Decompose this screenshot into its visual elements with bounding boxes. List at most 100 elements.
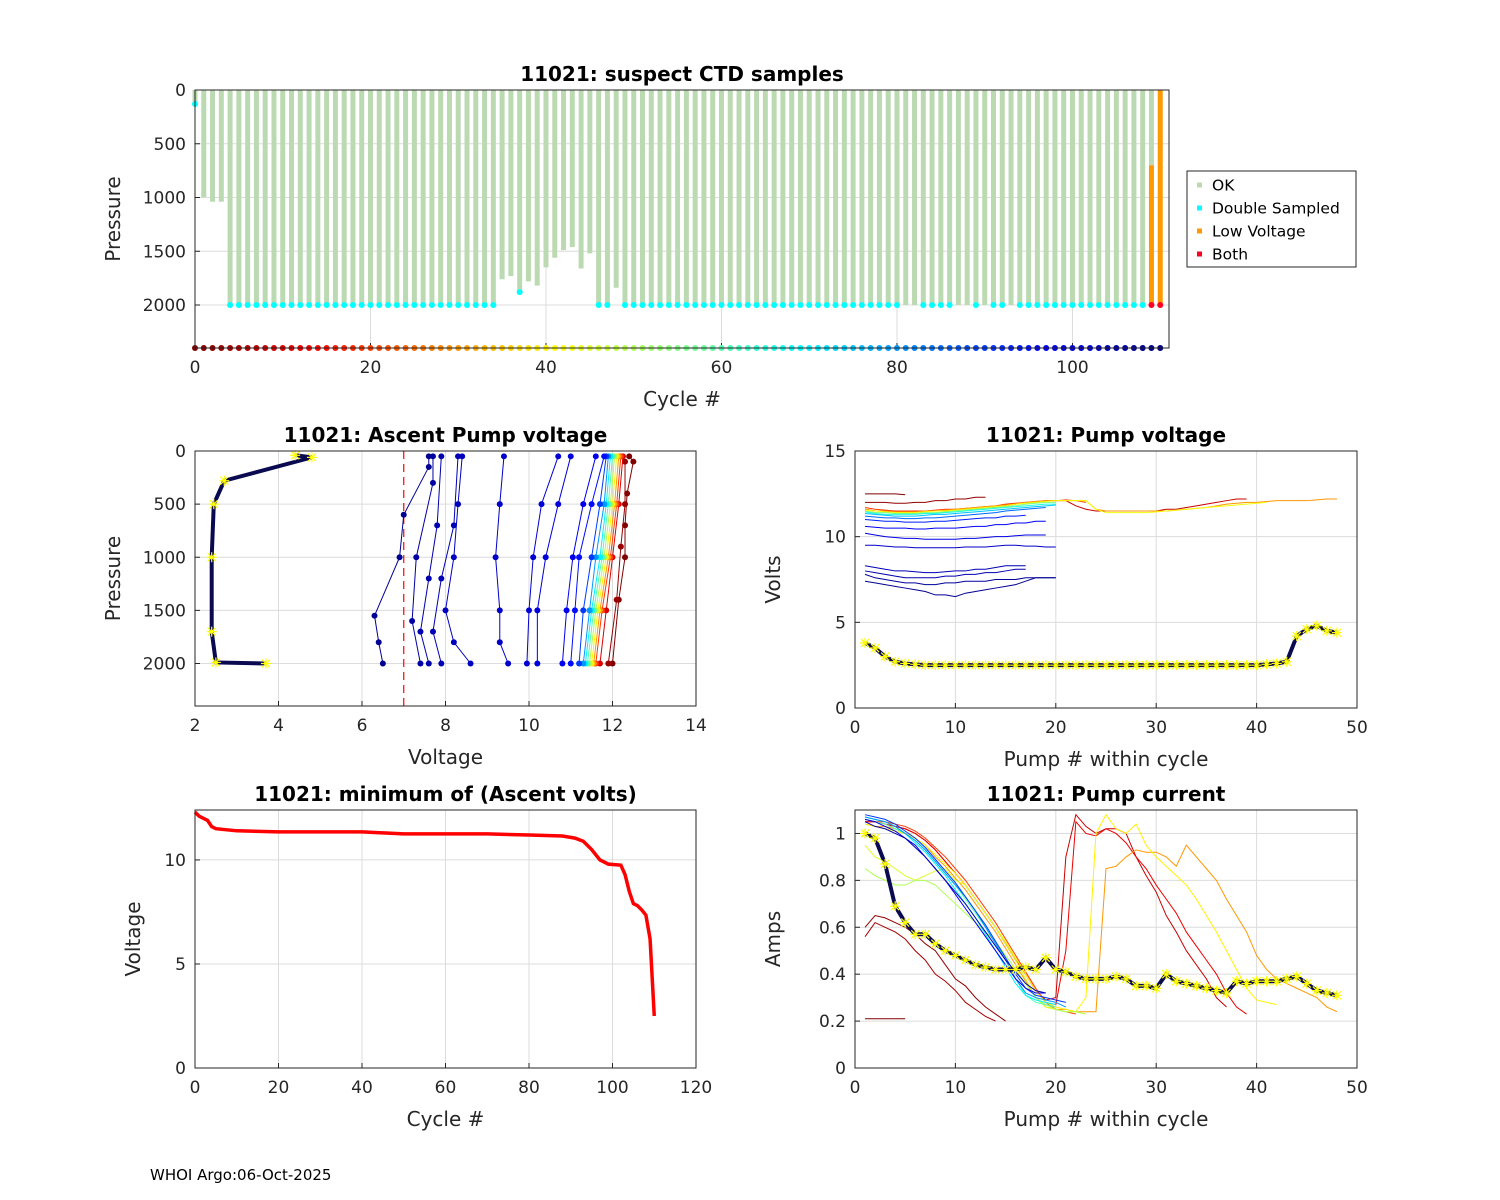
profile-point [425, 463, 432, 470]
double-sampled-dot [683, 302, 690, 308]
marks [192, 90, 1164, 351]
chart-title: 11021: Pump voltage [986, 423, 1226, 447]
profile-point [375, 639, 382, 646]
legend: OK Double Sampled Low Voltage Both [1186, 170, 1357, 268]
chart-ascent: 2 4 6 8 10 12 14 0 500 1000 1500 2000 11021: Ascent … [101, 423, 707, 769]
profile-point [580, 501, 587, 508]
marks [206, 450, 637, 706]
x-tick-label: 60 [435, 1078, 457, 1098]
double-sampled-dot [771, 302, 778, 308]
double-sampled-dot [297, 302, 304, 308]
profile-point [523, 660, 530, 667]
star-marker [1201, 983, 1212, 994]
double-sampled-dot [227, 302, 234, 308]
series-line [865, 493, 906, 496]
y-tick-label: 1500 [143, 601, 186, 621]
star-marker [1050, 964, 1061, 975]
x-tick-label: 40 [1246, 718, 1268, 738]
profile-point [396, 554, 403, 561]
star-marker [930, 660, 941, 671]
double-sampled-dot [850, 302, 857, 308]
star-marker [1010, 964, 1021, 975]
x-tick-label: 6 [357, 716, 368, 736]
x-tick-label: 80 [518, 1078, 540, 1098]
y-tick-label: 500 [154, 135, 186, 155]
profile-point [576, 554, 583, 561]
x-tick-label: 10 [945, 718, 967, 738]
double-sampled-dot [358, 302, 365, 308]
profile-point [429, 453, 436, 460]
x-tick-label: 10 [518, 716, 540, 736]
double-sampled-dot [235, 302, 242, 308]
profile-point [542, 554, 549, 561]
profile-point [438, 660, 445, 667]
profile-point [409, 618, 416, 624]
double-sampled-dot [1104, 302, 1111, 308]
double-sampled-dot [1122, 302, 1129, 308]
x-tick-label: 0 [190, 1078, 201, 1098]
profile-point [555, 501, 562, 508]
double-sampled-dot [472, 302, 479, 308]
star-marker [870, 643, 881, 654]
profile-point [438, 453, 445, 460]
star-marker [208, 499, 219, 510]
x-tick-label: 4 [273, 716, 284, 736]
double-sampled-dot [402, 302, 409, 308]
double-sampled-dot [1078, 302, 1085, 308]
double-sampled-dot [753, 302, 760, 308]
double-sampled-dot [990, 302, 997, 308]
double-sampled-dot [1113, 302, 1120, 308]
star-marker [950, 950, 961, 961]
profile-point [592, 554, 599, 561]
double-sampled-dot [367, 302, 374, 308]
series-line [864, 814, 1066, 1003]
double-sampled-dot [815, 302, 822, 308]
profile-point [467, 660, 474, 667]
star-marker [970, 660, 981, 671]
double-sampled-dot [385, 302, 392, 308]
profile-point [596, 554, 603, 561]
double-sampled-dot [1095, 302, 1102, 308]
x-tick-label: 50 [1346, 718, 1368, 738]
double-sampled-dot [692, 302, 699, 308]
x-axis-label: Voltage [408, 745, 483, 769]
y-tick-label: 500 [154, 495, 186, 515]
double-sampled-dot [1069, 302, 1076, 308]
x-tick-label: 50 [1346, 1078, 1368, 1098]
star-marker [1171, 660, 1182, 671]
x-tick-label: 14 [685, 716, 707, 736]
star-marker [920, 660, 931, 671]
star-marker [1331, 990, 1342, 1001]
profile-point [455, 501, 462, 508]
star-marker [900, 658, 911, 669]
profile-point [438, 575, 445, 582]
profile-point [496, 639, 503, 646]
y-tick-label: 0 [175, 81, 186, 101]
series-line [864, 507, 1046, 520]
double-sampled-dot [823, 302, 830, 308]
double-sampled-dot [262, 302, 269, 308]
star-marker [1111, 660, 1122, 671]
star-marker [1131, 980, 1142, 991]
series-line [864, 565, 1026, 574]
star-marker [1281, 973, 1292, 984]
profile-point [626, 453, 633, 460]
double-sampled-dot [920, 302, 927, 308]
x-tick-label: 20 [1045, 718, 1067, 738]
profile-line [495, 456, 509, 664]
star-marker [1090, 660, 1101, 671]
double-sampled-dot [288, 302, 295, 308]
x-tick-label: 40 [1246, 1078, 1268, 1098]
star-marker [1040, 660, 1051, 671]
profile-point [450, 522, 457, 529]
y-tick-label: 1500 [143, 242, 186, 262]
star-marker [860, 637, 871, 648]
min-voltage-line [193, 810, 656, 1017]
star-marker [1020, 962, 1031, 973]
profile-point [496, 501, 503, 508]
profile-point [563, 607, 570, 614]
double-sampled-dot [972, 302, 979, 308]
chart-pumpc: 0 10 20 30 40 50 0 0.2 0.4 0.6 0.8 1 11021: Pump cur… [761, 782, 1368, 1131]
star-marker [1291, 971, 1302, 982]
star-marker [1191, 660, 1202, 671]
